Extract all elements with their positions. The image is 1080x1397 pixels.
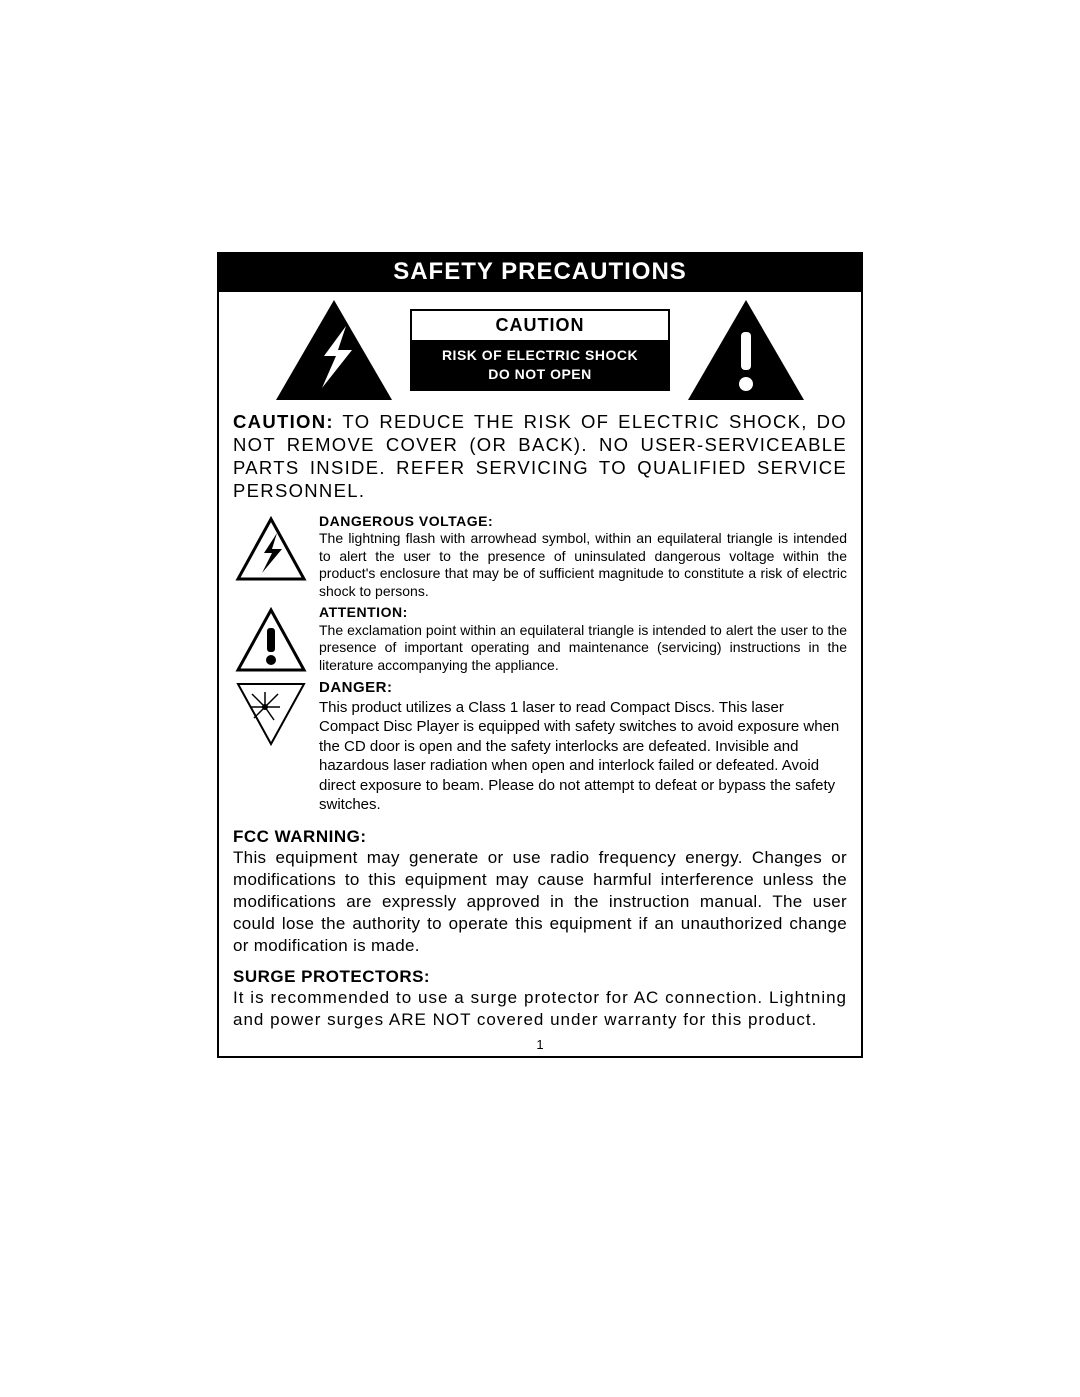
surge-title: SURGE PROTECTORS: [233,967,847,987]
block-body: The lightning flash with arrowhead symbo… [319,530,847,599]
exclamation-triangle-solid-icon [686,298,806,402]
main-caution-text: CAUTION: TO REDUCE THE RISK OF ELECTRIC … [219,406,861,511]
caution-line-2: DO NOT OPEN [488,366,592,382]
fcc-body: This equipment may generate or use radio… [233,847,847,957]
safety-page: SAFETY PRECAUTIONS CAUTION RISK OF ELECT… [217,252,863,1058]
surge-protectors-section: SURGE PROTECTORS: It is recommended to u… [219,961,861,1035]
block-title: ATTENTION: [319,604,408,620]
caution-box-warning: RISK OF ELECTRIC SHOCK DO NOT OPEN [412,340,668,388]
block-body: The exclamation point within an equilate… [319,622,847,673]
danger-text: DANGER: This product utilizes a Class 1 … [319,678,847,815]
exclamation-triangle-outline-icon [233,604,309,674]
block-body: This product utilizes a Class 1 laser to… [319,699,839,814]
caution-box-title: CAUTION [412,311,668,340]
header-title: SAFETY PRECAUTIONS [219,254,861,292]
danger-block: DANGER: This product utilizes a Class 1 … [219,676,861,817]
block-title: DANGER: [319,679,393,696]
dangerous-voltage-text: DANGEROUS VOLTAGE: The lightning flash w… [319,513,847,601]
attention-block: ATTENTION: The exclamation point within … [219,602,861,676]
caution-line-1: RISK OF ELECTRIC SHOCK [442,347,638,363]
dangerous-voltage-block: DANGEROUS VOLTAGE: The lightning flash w… [219,511,861,603]
lightning-triangle-outline-icon [233,513,309,601]
attention-text: ATTENTION: The exclamation point within … [319,604,847,674]
caution-label: CAUTION: [233,411,334,432]
block-title: DANGEROUS VOLTAGE: [319,513,493,529]
caution-box: CAUTION RISK OF ELECTRIC SHOCK DO NOT OP… [410,309,670,390]
page-number: 1 [219,1035,861,1056]
surge-body: It is recommended to use a surge protect… [233,987,847,1031]
warning-icon-row: CAUTION RISK OF ELECTRIC SHOCK DO NOT OP… [219,292,861,406]
fcc-title: FCC WARNING: [233,827,847,847]
fcc-warning-section: FCC WARNING: This equipment may generate… [219,817,861,961]
laser-triangle-icon [233,678,309,815]
lightning-triangle-solid-icon [274,298,394,402]
